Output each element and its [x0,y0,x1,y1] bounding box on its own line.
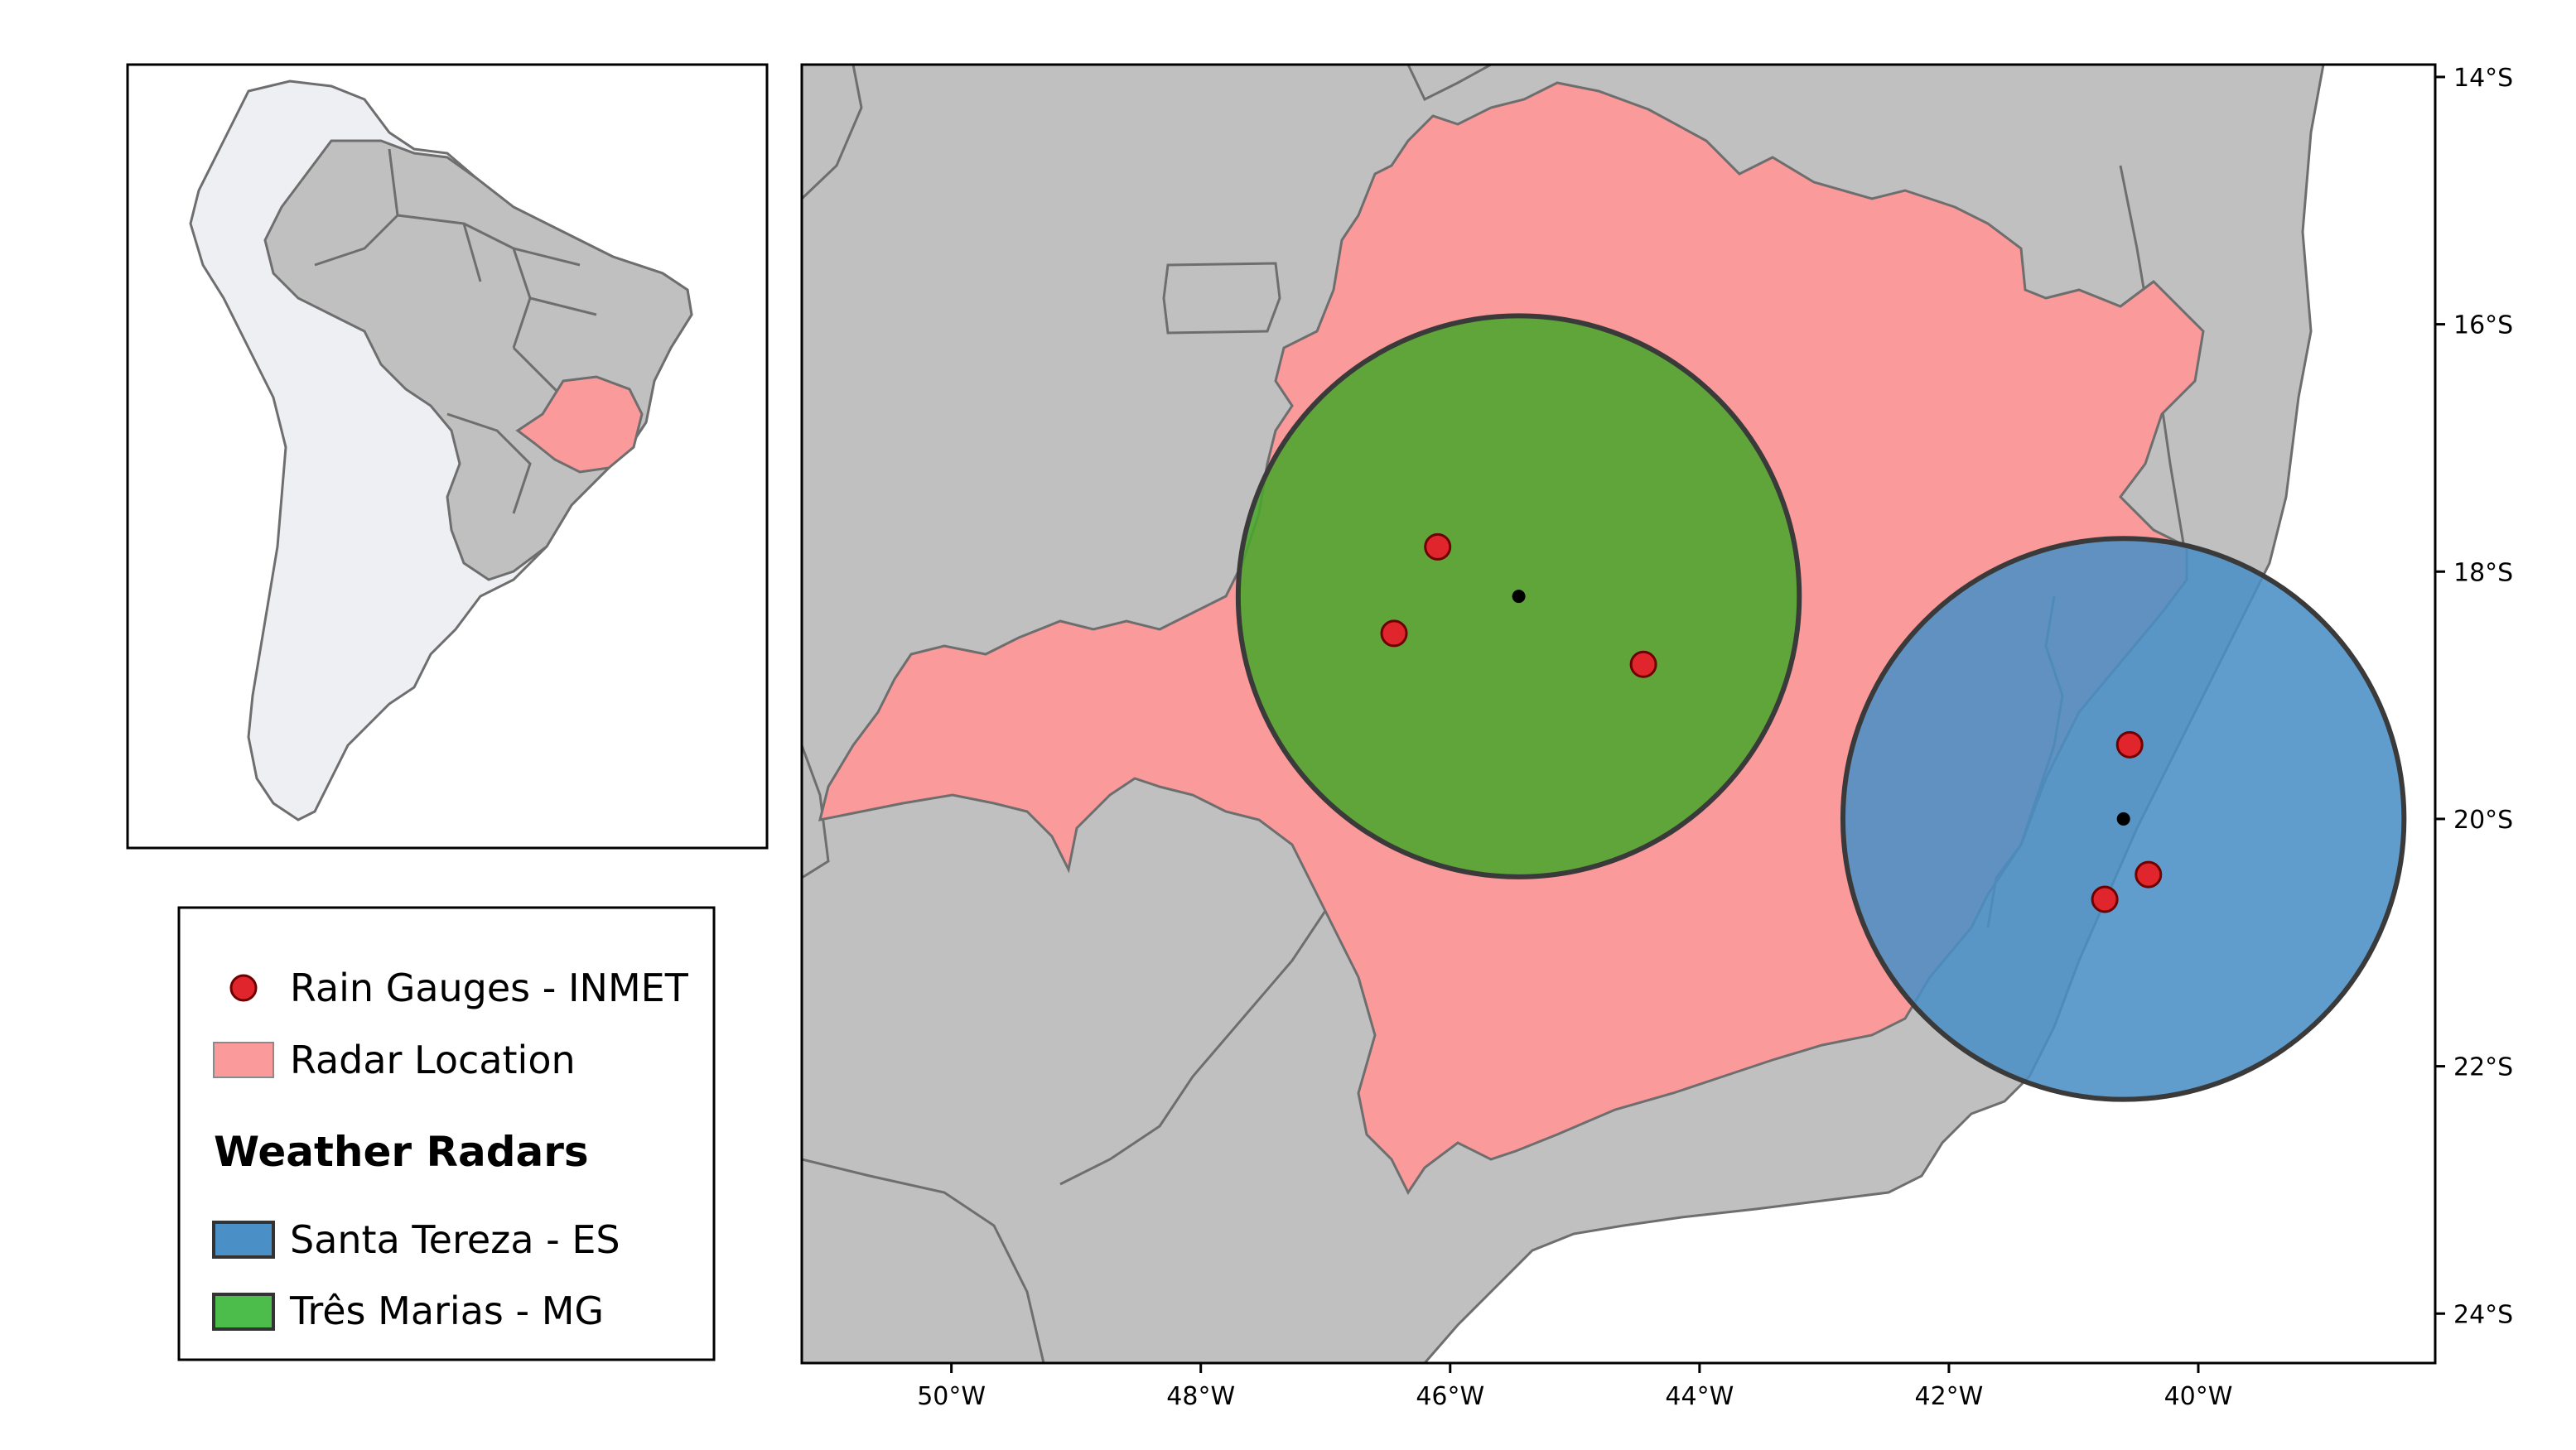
radar-center-2 [2116,812,2130,826]
legend: Rain Gauges - INMET Radar Location Weath… [177,906,716,1361]
minas-gerais-inset [515,375,644,474]
y-tick-label-3: 18°S [2453,558,2513,587]
x-axis: 50°W 48°W 46°W 44°W 42°W 40°W [917,1363,2232,1411]
rain-gauge-6 [2091,885,2119,913]
gauge-layer [1380,532,2163,913]
inset-frame [126,63,769,850]
map-frame [800,63,2437,1365]
rain-gauge-1 [1424,532,1452,561]
y-tick-label-6: 24°S [2453,1300,2513,1329]
rain-gauge-4 [2115,730,2144,759]
radar-layer [1235,313,2407,1102]
legend-tres-marias-label: Três Marias - MG [289,1289,604,1333]
state-borders [802,65,2188,1363]
y-tick-label-1: 14°S [2453,64,2513,93]
y-tick-label-4: 20°S [2453,806,2513,835]
radar-center-1 [1512,590,1526,604]
legend-tres-marias-swatch [212,1293,275,1331]
rain-gauge-2 [1380,619,1408,648]
brazil-interior-borders [314,148,597,514]
x-tick-label-5: 42°W [1914,1382,1983,1411]
x-tick-label-1: 50°W [917,1382,986,1411]
legend-radar-location-label: Radar Location [290,1038,576,1082]
x-tick-label-3: 46°W [1416,1382,1484,1411]
y-tick-label-5: 22°S [2453,1053,2513,1082]
legend-santa-tereza-label: Santa Tereza - ES [290,1217,620,1262]
legend-santa-tereza-swatch [212,1221,275,1259]
legend-heading: Weather Radars [214,1128,589,1176]
inset-map [126,63,769,850]
rain-gauge-5 [2135,860,2163,889]
y-tick-label-2: 16°S [2453,311,2513,340]
legend-frame [177,906,716,1361]
rain-gauge-3 [1629,650,1657,678]
x-tick-label-6: 40°W [2164,1382,2233,1411]
x-tick-label-4: 44°W [1665,1382,1734,1411]
x-tick-label-2: 48°W [1166,1382,1235,1411]
main-map: 50°W 48°W 46°W 44°W 42°W 40°W 14°S 16°S 18°S 20°… [800,63,2513,1411]
y-axis: 14°S 16°S 18°S 20°S 22°S 24°S [2435,64,2513,1329]
legend-radar-location-swatch [213,1042,274,1078]
legend-rain-gauges-label: Rain Gauges - INMET [290,966,689,1010]
legend-gauge-marker [229,974,258,1002]
